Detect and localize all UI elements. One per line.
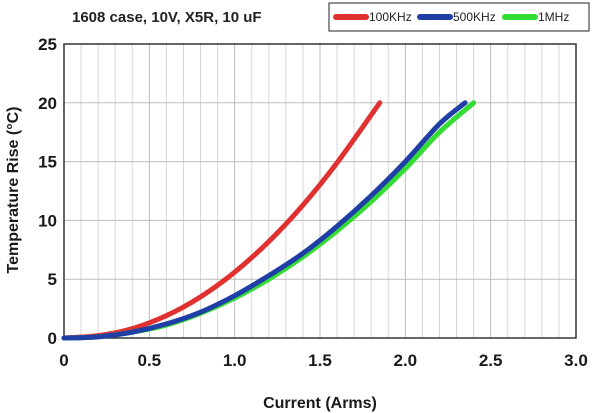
y-tick-label: 0 [48,329,57,348]
y-tick-label: 15 [38,153,57,172]
y-tick-label: 25 [38,35,57,54]
y-tick-label: 5 [48,270,57,289]
tick-labels: 0 0.5 1.0 1.5 2.0 2.5 3.0 0 5 10 15 20 25 [38,35,588,370]
x-tick-label: 0.5 [138,351,162,370]
legend-label-500khz: 500KHz [453,10,496,24]
x-tick-label: 1.0 [223,351,247,370]
legend: 100KHz 500KHz 1MHz [328,2,590,32]
y-tick-label: 20 [38,94,57,113]
series-layer [61,100,477,341]
x-axis-title: Current (Arms) [263,395,377,412]
x-tick-label: 1.5 [308,351,332,370]
grid-layer [64,44,576,338]
legend-label-100khz: 100KHz [369,10,412,24]
y-axis-title: Temperature Rise (°C) [5,106,22,273]
x-tick-label: 3.0 [564,351,588,370]
series-line-500khz [61,100,468,341]
y-tick-label: 10 [38,211,57,230]
legend-label-1mhz: 1MHz [538,10,569,24]
x-tick-label: 2.0 [394,351,418,370]
chart-title: 1608 case, 10V, X5R, 10 uF [72,9,262,26]
legend-box [328,2,590,32]
plot-frame [63,43,577,339]
x-tick-label: 2.5 [479,351,503,370]
x-tick-label: 0 [59,351,68,370]
